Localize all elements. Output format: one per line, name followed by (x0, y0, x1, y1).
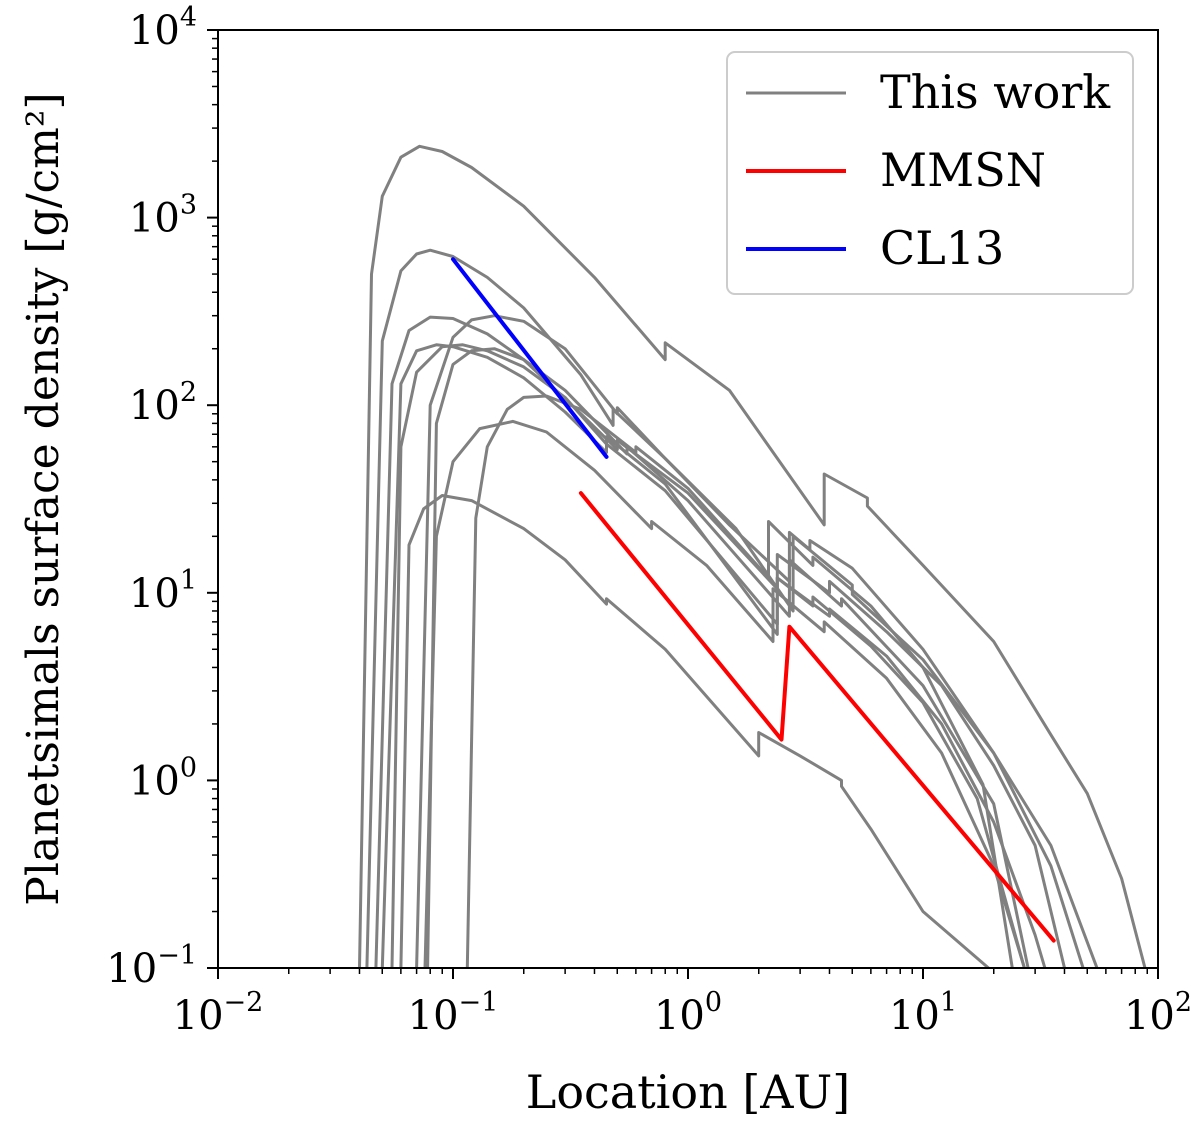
series-line-this-work-6 (415, 314, 1085, 968)
series-line-this-work-9 (465, 394, 1014, 968)
series-line-this-work-5 (390, 343, 1047, 968)
x-tick-label: 102 (1124, 987, 1192, 1039)
series-line-this-work-8 (423, 419, 1026, 968)
legend-label-this-work: This work (880, 65, 1111, 119)
x-tick-label: 10−1 (408, 987, 499, 1039)
series-line-this-work-3 (374, 315, 1066, 968)
series-line-this-work-7 (426, 347, 1030, 968)
series-layer (358, 144, 1147, 968)
legend: This work MMSN CL13 (726, 51, 1134, 295)
series-line-mmsn (578, 491, 1056, 943)
x-tick-label: 10−2 (173, 987, 264, 1039)
series-line-this-work-10 (399, 494, 990, 968)
x-tick-label: 101 (889, 987, 957, 1039)
legend-box (726, 51, 1134, 295)
legend-entries: This work MMSN CL13 (746, 65, 1111, 275)
series-line-this-work-1 (358, 144, 1147, 968)
series-line-cl13 (451, 257, 609, 459)
y-tick-label: 100 (129, 752, 197, 804)
y-tick-label: 102 (129, 377, 197, 429)
y-tick-label: 101 (129, 565, 197, 617)
y-tick-label: 10−1 (106, 940, 197, 992)
legend-label-mmsn: MMSN (880, 143, 1046, 197)
x-tick-label: 100 (654, 987, 722, 1039)
y-tick-label: 103 (129, 190, 197, 242)
y-tick-label: 104 (129, 2, 197, 54)
y-axis-label: Planetsimals surface density [g/cm²] (18, 92, 69, 905)
x-axis-label: Location [AU] (526, 1065, 850, 1119)
legend-label-cl13: CL13 (880, 221, 1004, 275)
